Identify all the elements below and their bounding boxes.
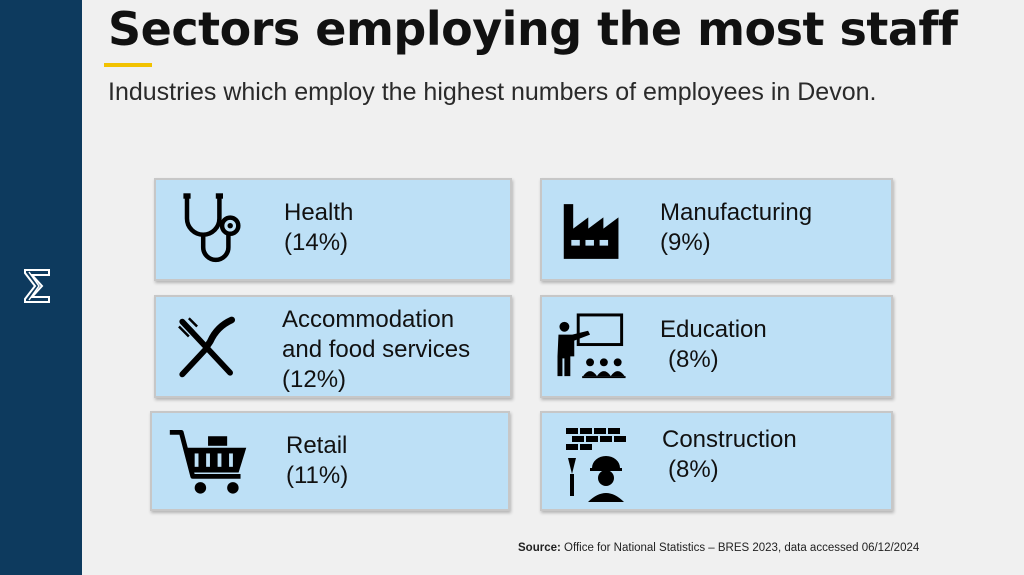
page-title: Sectors employing the most staff [108,2,958,56]
sigma-logo-icon [24,269,50,303]
sector-name: Health [284,199,354,226]
sector-share: (8%) [668,346,719,373]
sector-name: Construction [662,426,797,453]
teacher-board-icon [557,313,626,379]
sector-card-accommodation-food: Accommodation and food services (12%) [154,295,512,398]
sector-name: Manufacturing [660,199,813,226]
sector-share: (14%) [284,229,349,256]
sector-share: (8%) [668,456,719,483]
source-label: Source: [518,542,561,554]
sector-card-education: Education (8%) [540,295,893,398]
sector-name-line2: and food services [282,336,471,363]
sector-share: (12%) [282,366,347,393]
sector-name: Retail [286,432,348,459]
sector-share: (9%) [660,229,711,256]
source-note: Source: Office for National Statistics –… [518,542,919,554]
title-underline [104,63,152,67]
stethoscope-icon [183,193,241,263]
sector-card-retail: Retail (11%) [150,411,510,511]
shopping-cart-icon [169,430,247,494]
sidebar [0,0,82,575]
fork-knife-icon [178,316,236,378]
sector-name: Education [660,316,767,343]
sector-card-health: Health (14%) [154,178,512,281]
sector-card-manufacturing: Manufacturing (9%) [540,178,893,281]
sector-name-line1: Accommodation [282,306,455,333]
page-subtitle: Industries which employ the highest numb… [108,78,877,106]
source-text: Office for National Statistics – BRES 20… [564,542,920,554]
construction-worker-icon [566,428,626,502]
factory-icon [563,204,619,259]
sector-share: (11%) [286,462,349,489]
sector-card-construction: Construction (8%) [540,411,893,511]
